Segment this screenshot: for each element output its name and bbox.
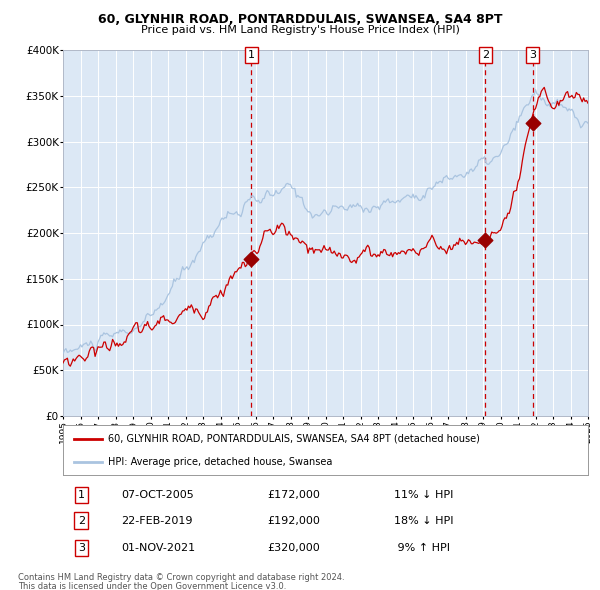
Point xyxy=(528,119,538,128)
Text: 1: 1 xyxy=(248,50,255,60)
60, GLYNHIR ROAD, PONTARDDULAIS, SWANSEA, SA4 8PT (detached house) xyxy=(584,100,592,107)
Point xyxy=(481,235,490,245)
60, GLYNHIR ROAD, PONTARDDULAIS, SWANSEA, SA4 8PT (detached house) xyxy=(389,253,396,260)
60, GLYNHIR ROAD, PONTARDDULAIS, SWANSEA, SA4 8PT (detached house) xyxy=(541,84,548,91)
Text: 9% ↑ HPI: 9% ↑ HPI xyxy=(394,543,450,553)
Text: This data is licensed under the Open Government Licence v3.0.: This data is licensed under the Open Gov… xyxy=(18,582,286,590)
Text: Price paid vs. HM Land Registry's House Price Index (HPI): Price paid vs. HM Land Registry's House … xyxy=(140,25,460,35)
Text: 07-OCT-2005: 07-OCT-2005 xyxy=(121,490,193,500)
60, GLYNHIR ROAD, PONTARDDULAIS, SWANSEA, SA4 8PT (detached house) xyxy=(158,313,166,320)
Text: £320,000: £320,000 xyxy=(268,543,320,553)
60, GLYNHIR ROAD, PONTARDDULAIS, SWANSEA, SA4 8PT (detached house) xyxy=(67,363,74,370)
Text: 22-FEB-2019: 22-FEB-2019 xyxy=(121,516,192,526)
Text: £172,000: £172,000 xyxy=(268,490,320,500)
HPI: Average price, detached house, Swansea: (2.02e+03, 3.2e+05): Average price, detached house, Swansea: … xyxy=(584,120,592,127)
60, GLYNHIR ROAD, PONTARDDULAIS, SWANSEA, SA4 8PT (detached house) xyxy=(59,359,67,366)
HPI: Average price, detached house, Swansea: (2.01e+03, 2.26e+05): Average price, detached house, Swansea: … xyxy=(376,206,383,213)
HPI: Average price, detached house, Swansea: (2.02e+03, 3.37e+05): Average price, detached house, Swansea: … xyxy=(520,104,527,112)
Line: 60, GLYNHIR ROAD, PONTARDDULAIS, SWANSEA, SA4 8PT (detached house): 60, GLYNHIR ROAD, PONTARDDULAIS, SWANSEA… xyxy=(63,87,588,366)
HPI: Average price, detached house, Swansea: (2.02e+03, 3.57e+05): Average price, detached house, Swansea: … xyxy=(532,86,539,93)
Text: 18% ↓ HPI: 18% ↓ HPI xyxy=(394,516,453,526)
60, GLYNHIR ROAD, PONTARDDULAIS, SWANSEA, SA4 8PT (detached house) xyxy=(377,248,385,255)
Text: 11% ↓ HPI: 11% ↓ HPI xyxy=(394,490,453,500)
Text: 60, GLYNHIR ROAD, PONTARDDULAIS, SWANSEA, SA4 8PT: 60, GLYNHIR ROAD, PONTARDDULAIS, SWANSEA… xyxy=(98,13,502,26)
Line: HPI: Average price, detached house, Swansea: HPI: Average price, detached house, Swan… xyxy=(63,90,588,354)
60, GLYNHIR ROAD, PONTARDDULAIS, SWANSEA, SA4 8PT (detached house) xyxy=(521,141,529,148)
Point xyxy=(247,254,256,263)
HPI: Average price, detached house, Swansea: (2e+03, 6.8e+04): Average price, detached house, Swansea: … xyxy=(59,350,67,358)
Text: Contains HM Land Registry data © Crown copyright and database right 2024.: Contains HM Land Registry data © Crown c… xyxy=(18,573,344,582)
HPI: Average price, detached house, Swansea: (2.01e+03, 2.34e+05): Average price, detached house, Swansea: … xyxy=(388,198,395,205)
Text: HPI: Average price, detached house, Swansea: HPI: Average price, detached house, Swan… xyxy=(107,457,332,467)
Text: 3: 3 xyxy=(78,543,85,553)
Text: 01-NOV-2021: 01-NOV-2021 xyxy=(121,543,195,553)
HPI: Average price, detached house, Swansea: (2e+03, 7.29e+04): Average price, detached house, Swansea: … xyxy=(74,346,81,353)
Text: 2: 2 xyxy=(78,516,85,526)
Text: £192,000: £192,000 xyxy=(268,516,320,526)
Text: 60, GLYNHIR ROAD, PONTARDDULAIS, SWANSEA, SA4 8PT (detached house): 60, GLYNHIR ROAD, PONTARDDULAIS, SWANSEA… xyxy=(107,434,479,444)
60, GLYNHIR ROAD, PONTARDDULAIS, SWANSEA, SA4 8PT (detached house) xyxy=(360,247,367,254)
Text: 3: 3 xyxy=(529,50,536,60)
Text: 2: 2 xyxy=(482,50,489,60)
HPI: Average price, detached house, Swansea: (2e+03, 1.23e+05): Average price, detached house, Swansea: … xyxy=(157,300,164,307)
HPI: Average price, detached house, Swansea: (2.01e+03, 2.27e+05): Average price, detached house, Swansea: … xyxy=(358,205,365,212)
Text: 1: 1 xyxy=(78,490,85,500)
60, GLYNHIR ROAD, PONTARDDULAIS, SWANSEA, SA4 8PT (detached house) xyxy=(76,352,83,359)
